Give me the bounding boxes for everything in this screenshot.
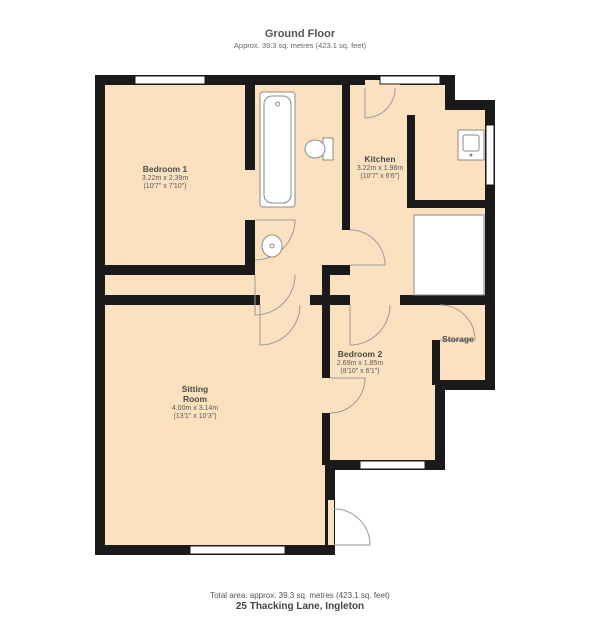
floor-plan-page: Ground Floor Approx. 39.3 sq. metres (42… [0,0,600,642]
floor-title: Ground Floor [0,28,600,40]
plan-svg [90,70,510,560]
floor-plan: Bedroom 1 3.22m x 2.39m (10'7" x 7'10") … [90,70,510,560]
total-area: Total area: approx. 39.3 sq. metres (423… [0,591,600,600]
address: 25 Thacking Lane, Ingleton [0,601,600,612]
floor-subtitle: Approx. 39.3 sq. metres (423.1 sq. feet) [0,41,600,50]
header: Ground Floor Approx. 39.3 sq. metres (42… [0,28,600,50]
footer: Total area: approx. 39.3 sq. metres (423… [0,591,600,612]
